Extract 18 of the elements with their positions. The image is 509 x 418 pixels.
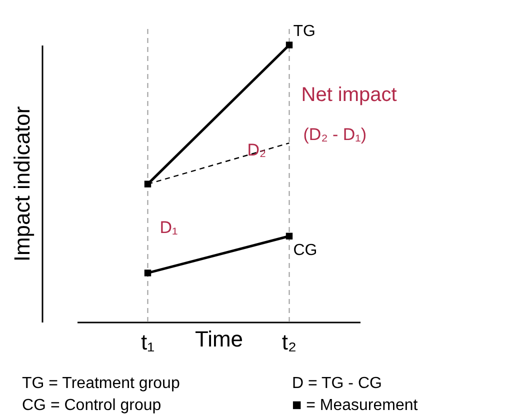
x-tick-label: t₂ xyxy=(282,330,297,354)
text: CG = Control group xyxy=(22,397,162,414)
annotation: D₂ xyxy=(247,140,266,160)
y-axis-title: Impact indicator xyxy=(10,106,34,262)
annotation: (D₂ - D₁) xyxy=(303,125,367,144)
annotation: D₁ xyxy=(160,218,178,237)
point xyxy=(286,42,293,48)
series-label: TG xyxy=(293,23,316,40)
x-tick-label: t₁ xyxy=(140,330,155,354)
x-axis-title: Time xyxy=(194,326,244,352)
point xyxy=(144,270,152,276)
text: D = TG - CG xyxy=(292,375,382,392)
annotation: Net impact xyxy=(301,84,398,106)
series-label: CG xyxy=(293,242,318,260)
point xyxy=(144,180,152,188)
text: ■ = Measurement xyxy=(292,397,418,414)
text: TG = Treatment group xyxy=(22,375,180,392)
point xyxy=(286,232,293,240)
